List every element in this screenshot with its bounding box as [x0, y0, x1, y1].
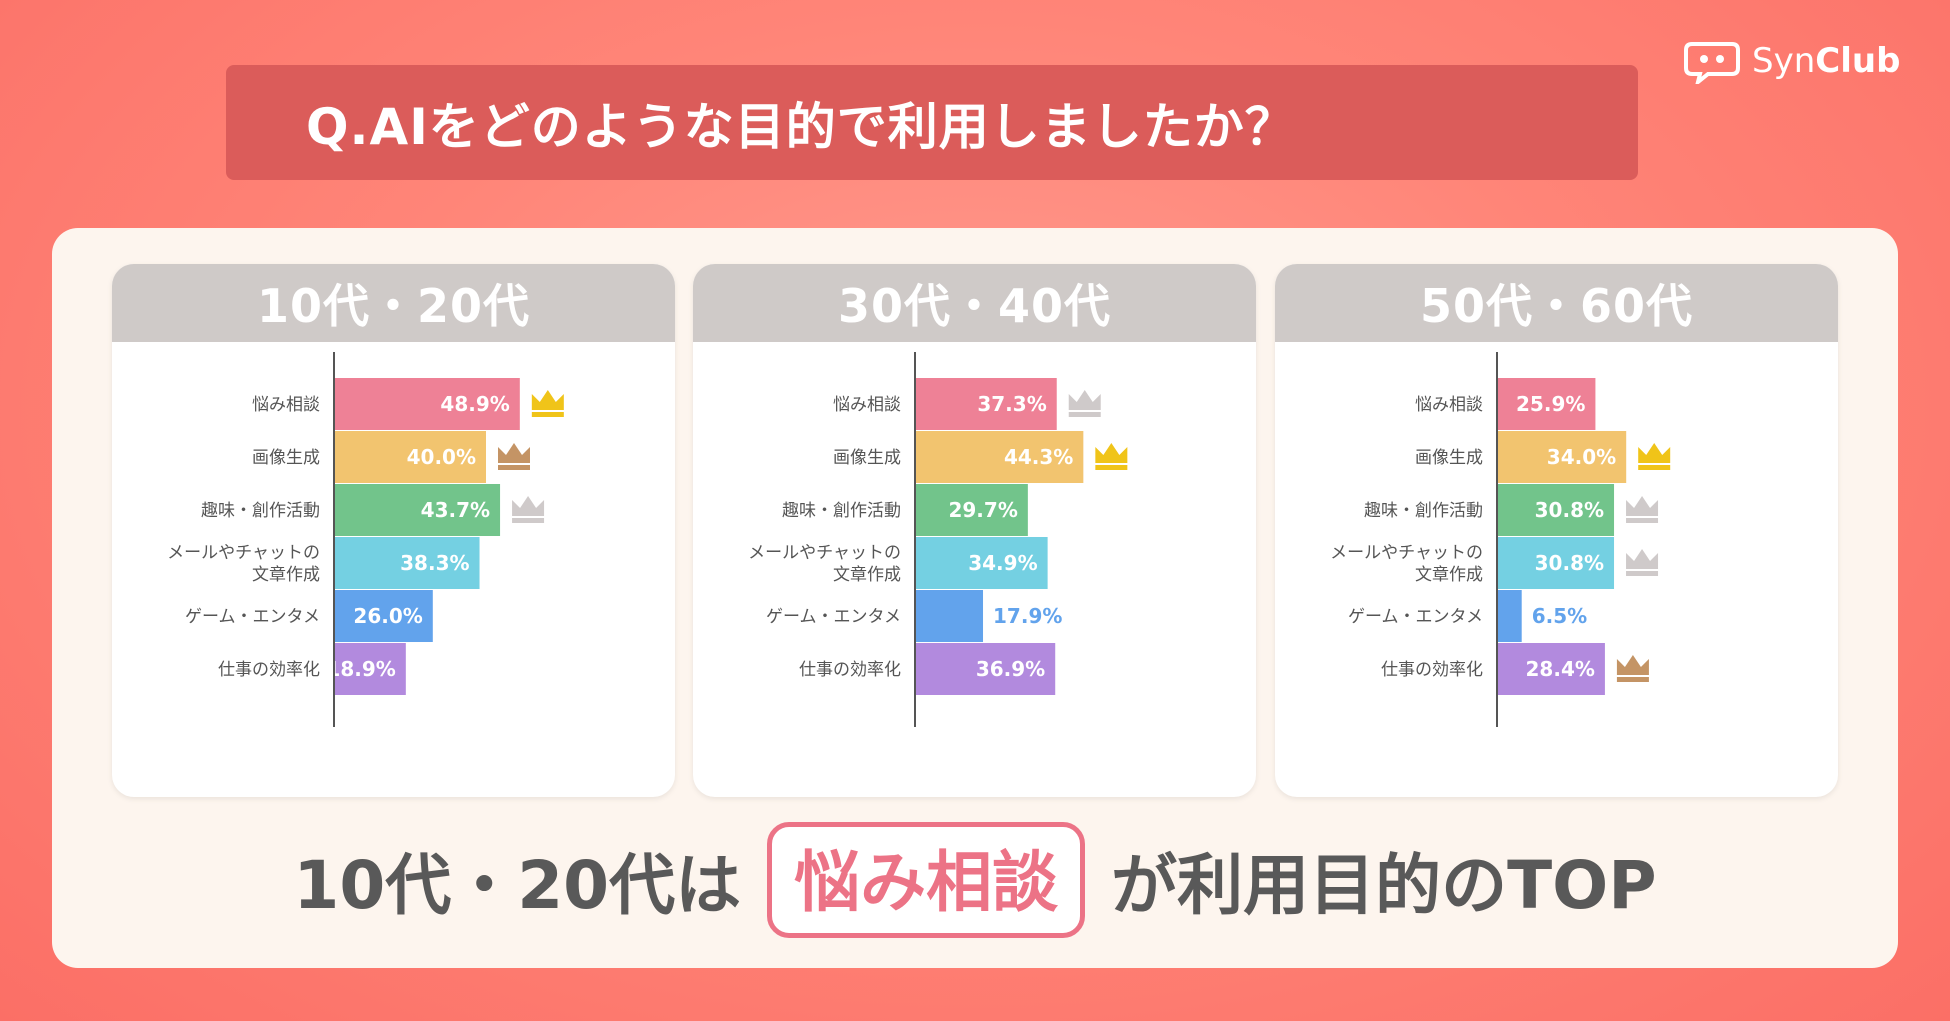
data-label: 37.3%: [977, 392, 1046, 416]
tick-label: メールやチャットの: [1330, 543, 1483, 563]
crown-base: [1616, 677, 1649, 682]
crown-base: [512, 518, 545, 523]
bar: [334, 484, 501, 536]
crown-icon: [1068, 390, 1101, 410]
crown-base: [1626, 571, 1659, 576]
bar: [1497, 643, 1605, 695]
crown-base: [1095, 465, 1128, 470]
data-label: 38.3%: [400, 551, 469, 575]
bar-chart-1: 37.3% 悩み相談 44.3% 画像生成 29.7% 趣味・創作活動 34.9% メールやチ…: [748, 352, 1128, 727]
conclusion-line: 10代・20代は 悩み相談 が利用目的のTOP: [52, 822, 1898, 938]
chart-card-thirties-forties: 30代・40代 37.3% 悩み相談 44.3% 画像生成 29.7% 趣味・創作活動 34…: [693, 264, 1256, 797]
tick-label: 悩み相談: [833, 395, 901, 415]
tick-label: 仕事の効率化: [799, 660, 901, 680]
data-label: 26.0%: [353, 604, 422, 628]
tick-label: 画像生成: [1415, 448, 1483, 468]
tick-label: 悩み相談: [252, 395, 320, 415]
conclusion-highlight: 悩み相談: [767, 822, 1086, 938]
crown-icon: [1095, 443, 1128, 463]
card-title: 10代・20代: [112, 264, 675, 342]
crown-base: [1626, 518, 1659, 523]
tick-label: ゲーム・エンタメ: [185, 607, 320, 627]
card-title: 30代・40代: [693, 264, 1256, 342]
bar: [1497, 590, 1522, 642]
bar: [334, 590, 433, 642]
tick-label: ゲーム・エンタメ: [1348, 607, 1483, 627]
bar: [915, 484, 1028, 536]
data-label: 34.9%: [968, 551, 1037, 575]
crown-icon: [531, 390, 564, 410]
crown-icon: [512, 496, 545, 516]
chart-card-fifties-sixties: 50代・60代 25.9% 悩み相談 34.0% 画像生成 30.8% 趣味・創作活動 30…: [1275, 264, 1838, 797]
tick-label: 趣味・創作活動: [201, 501, 320, 521]
bar: [1497, 378, 1596, 430]
brand-name-bold: Club: [1815, 41, 1901, 81]
data-label: 6.5%: [1532, 604, 1587, 628]
bar: [915, 378, 1057, 430]
bar: [915, 643, 1056, 695]
tick-label: 趣味・創作活動: [1364, 501, 1483, 521]
data-label: 28.4%: [1526, 657, 1595, 681]
crown-base: [1638, 465, 1671, 470]
conclusion-prefix: 10代・20代は: [293, 847, 742, 924]
question-banner: Q.AIをどのような目的で利用しましたか？: [226, 65, 1638, 180]
tick-label: 文章作成: [1415, 565, 1483, 585]
bar: [334, 643, 406, 695]
brand-chat-icon: [1684, 42, 1740, 84]
bar: [915, 590, 984, 642]
crown-icon: [1626, 549, 1659, 569]
bar: [334, 378, 520, 430]
bar: [915, 431, 1084, 483]
tick-label: 仕事の効率化: [1381, 660, 1483, 680]
data-label: 48.9%: [440, 392, 509, 416]
data-label: 29.7%: [948, 498, 1017, 522]
crown-base: [498, 465, 530, 470]
crown-base: [1068, 412, 1101, 417]
data-label: 30.8%: [1535, 551, 1604, 575]
tick-label: 画像生成: [252, 448, 320, 468]
crown-icon: [1616, 655, 1649, 675]
tick-label: 画像生成: [833, 448, 901, 468]
crown-base: [531, 412, 564, 417]
data-label: 34.0%: [1547, 445, 1616, 469]
bar: [334, 431, 486, 483]
crown-icon: [1638, 443, 1671, 463]
data-label: 40.0%: [407, 445, 476, 469]
data-label: 30.8%: [1535, 498, 1604, 522]
card-title: 50代・60代: [1275, 264, 1838, 342]
tick-label: 悩み相談: [1415, 395, 1483, 415]
brand-name-light: Syn: [1752, 41, 1816, 81]
chart-card-teens-twenties: 10代・20代 48.9% 悩み相談 40.0% 画像生成 43.7% 趣味・創作活動 38…: [112, 264, 675, 797]
data-label: 18.9%: [326, 657, 395, 681]
crown-icon: [498, 443, 530, 463]
data-label: 25.9%: [1516, 392, 1585, 416]
data-label: 17.9%: [993, 604, 1062, 628]
bar-chart-0: 48.9% 悩み相談 40.0% 画像生成 43.7% 趣味・創作活動 38.3% メールやチ…: [167, 352, 564, 727]
tick-label: 文章作成: [833, 565, 901, 585]
bar: [334, 537, 480, 589]
data-label: 36.9%: [976, 657, 1045, 681]
tick-label: メールやチャットの: [748, 543, 901, 563]
tick-label: 仕事の効率化: [218, 660, 320, 680]
data-label: 43.7%: [421, 498, 490, 522]
tick-label: メールやチャットの: [167, 543, 320, 563]
tick-label: ゲーム・エンタメ: [766, 607, 901, 627]
bar: [1497, 431, 1627, 483]
data-label: 44.3%: [1004, 445, 1073, 469]
brand-logo: SynClub: [1682, 38, 1900, 84]
tick-label: 趣味・創作活動: [782, 501, 901, 521]
crown-icon: [1626, 496, 1659, 516]
bar: [1497, 484, 1615, 536]
conclusion-suffix: が利用目的のTOP: [1111, 847, 1657, 924]
bar: [1497, 537, 1615, 589]
bar-chart-2: 25.9% 悩み相談 34.0% 画像生成 30.8% 趣味・創作活動 30.8% メールやチ…: [1330, 352, 1671, 727]
bar: [915, 537, 1048, 589]
tick-label: 文章作成: [252, 565, 320, 585]
